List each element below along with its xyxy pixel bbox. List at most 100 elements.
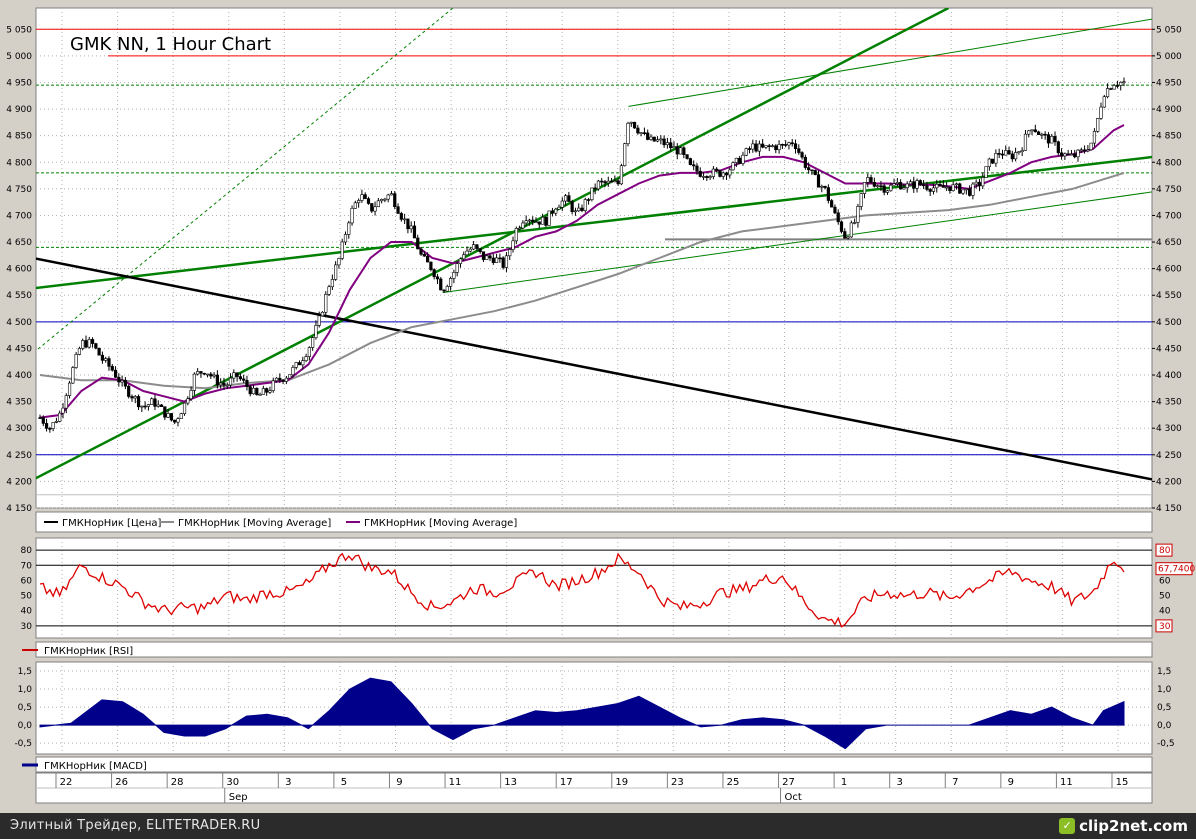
candle-body [110,366,114,371]
price-candles [38,77,1126,433]
candle-body [951,184,955,191]
candle-body [626,122,630,144]
candle-body [347,222,351,235]
candle-body [196,371,200,375]
candle-body [475,244,479,249]
rsi-y-label-left: 40 [21,607,33,617]
trend-line [36,257,1152,481]
candle-body [488,255,492,259]
candle-body [209,373,213,377]
candle-body [409,225,413,230]
candle-body [954,183,959,186]
candle-body [1076,149,1080,158]
candle-body [107,358,111,367]
trend-line [442,191,1152,294]
price-plot-area [35,7,1153,509]
price-y-label-right: 4 250 [1156,451,1182,461]
candle-body [908,181,913,185]
candle-body [580,207,584,211]
candle-body [169,413,173,421]
candle-body [380,199,384,202]
candle-body [202,372,206,375]
candle-body [764,145,768,148]
macd-y-label-left: 0,0 [18,721,33,731]
rsi-y-label-left: 50 [21,592,33,602]
price-y-label-right: 4 500 [1156,318,1182,328]
candle-body [176,418,180,423]
candle-body [991,158,995,164]
month-label: Sep [229,792,248,803]
candle-body [340,241,344,259]
price-y-label-left: 4 500 [6,318,32,328]
candle-body [931,187,936,192]
candle-body [182,402,187,414]
candle-body [767,145,771,147]
candle-body [370,203,374,212]
candle-body [669,142,673,149]
candle-body [373,206,377,212]
candle-body [297,362,302,366]
candle-body [156,404,160,407]
candle-body [793,143,798,149]
candle-body [1050,136,1054,144]
price-y-label-right: 4 350 [1156,398,1182,408]
price-y-label-left: 4 900 [6,105,32,115]
candle-body [813,170,817,175]
candle-body [586,199,591,201]
candle-body [258,394,262,396]
x-tick-label: 9 [1008,777,1014,788]
candle-body [632,121,637,129]
candle-body [738,157,742,164]
candle-body [429,261,433,270]
candle-body [304,356,308,361]
price-y-label-right: 4 400 [1156,371,1182,381]
candle-body [1043,133,1047,136]
candle-body [481,251,486,260]
candle-body [215,374,219,386]
candle-body [1040,133,1044,136]
macd-y-label-left: 0,5 [18,703,32,713]
candle-body [1099,106,1103,119]
candle-body [826,187,830,201]
candle-body [971,183,975,196]
candle-body [1086,149,1090,152]
candle-body [386,194,390,200]
candle-body [570,201,574,213]
rsi-level-badge [1155,619,1173,633]
candle-body [1023,133,1028,151]
price-y-label-left: 4 200 [6,477,32,487]
candle-body [708,176,712,178]
candle-body [442,289,446,292]
price-y-label-right: 4 750 [1156,185,1182,195]
candle-body [1027,130,1031,135]
price-legend: ГМКНорНик [Цена] ГМКНорНик [Moving Avera… [35,511,1153,533]
x-tick-label: 28 [171,777,184,788]
candle-body [892,183,896,186]
candle-body [527,219,532,222]
candle-body [113,369,118,378]
rsi-y-label-left: 80 [21,546,33,556]
candle-body [945,186,949,189]
candle-body [357,200,361,204]
candle-body [698,170,702,177]
candle-body [596,180,601,190]
candle-body [866,177,870,183]
candle-body [189,390,193,400]
candle-body [58,412,62,422]
candle-body [655,139,660,142]
candle-body [432,269,436,278]
candle-body [1079,149,1083,152]
rsi-panel: 30 40 40 50 50 60 60 70 80 30 80 67,7400 ГМКНорНик … [21,537,1195,658]
candle-body [977,181,982,187]
candle-body [777,144,781,151]
candle-body [1115,85,1120,87]
price-y-label-right: 4 950 [1156,78,1182,88]
x-tick-label: 30 [226,777,239,788]
price-y-label-left: 4 700 [6,211,32,221]
candle-body [439,278,443,291]
candle-body [327,286,331,295]
clip2net-logo[interactable]: ✓ clip2net.com [1059,816,1188,836]
macd-y-label-right: 0,0 [1157,721,1172,731]
candle-body [104,358,108,361]
price-y-label-left: 4 850 [6,132,32,142]
